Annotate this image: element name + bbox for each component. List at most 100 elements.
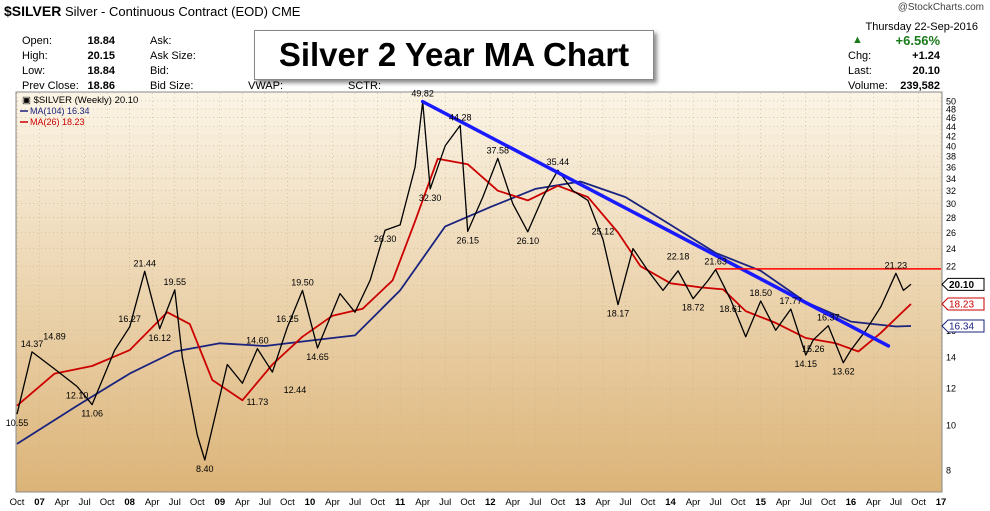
y-tick-label: 48 bbox=[946, 105, 956, 115]
x-tick-label: Apr bbox=[145, 497, 160, 508]
price-annotation: 19.55 bbox=[163, 277, 186, 287]
x-tick-label: Oct bbox=[731, 497, 746, 508]
x-tick-label: Oct bbox=[550, 497, 565, 508]
high-label: High: bbox=[22, 50, 48, 62]
x-tick-label: Apr bbox=[55, 497, 70, 508]
x-tick-label: 12 bbox=[485, 497, 496, 508]
y-tick-label: 28 bbox=[946, 213, 956, 223]
y-tick-label: 44 bbox=[946, 122, 956, 132]
price-annotation: 16.25 bbox=[276, 314, 299, 324]
bid-size-label: Bid Size: bbox=[150, 80, 194, 92]
exchange: CME bbox=[271, 4, 301, 19]
chart-date: Thursday 22-Sep-2016 bbox=[865, 21, 978, 33]
ask-size-label: Ask Size: bbox=[150, 50, 196, 62]
x-tick-label: Oct bbox=[100, 497, 115, 508]
x-tick-label: 14 bbox=[665, 497, 676, 508]
y-tick-label: 40 bbox=[946, 141, 956, 151]
y-tick-label: 50 bbox=[946, 96, 956, 106]
x-tick-label: Oct bbox=[641, 497, 656, 508]
y-tick-label: 36 bbox=[946, 163, 956, 173]
price-annotation: 26.30 bbox=[374, 234, 397, 244]
price-annotation: 16.37 bbox=[817, 313, 840, 323]
y-tick-label: 42 bbox=[946, 131, 956, 141]
x-tick-label: Oct bbox=[10, 497, 25, 508]
x-tick-label: Jul bbox=[710, 497, 722, 508]
x-tick-label: 08 bbox=[124, 497, 135, 508]
price-annotation: 16.12 bbox=[148, 333, 171, 343]
low-value: 18.84 bbox=[87, 65, 115, 77]
price-annotation: 22.18 bbox=[667, 252, 690, 262]
x-tick-label: Oct bbox=[280, 497, 295, 508]
x-tick-label: 11 bbox=[395, 497, 406, 508]
y-tick-label: 34 bbox=[946, 174, 956, 184]
price-annotation: 18.17 bbox=[607, 309, 630, 319]
x-tick-label: Jul bbox=[890, 497, 902, 508]
x-tick-label: 07 bbox=[34, 497, 45, 508]
price-tag: 18.23 bbox=[941, 297, 985, 311]
price-annotation: 49.82 bbox=[411, 89, 434, 99]
price-annotation: 14.65 bbox=[306, 352, 329, 362]
price-tag: 16.34 bbox=[941, 319, 985, 333]
price-tag-label: 20.10 bbox=[949, 280, 974, 291]
ma104-line bbox=[16, 180, 912, 445]
vwap-label: VWAP: bbox=[248, 80, 284, 92]
y-tick-label: 26 bbox=[946, 228, 956, 238]
x-tick-label: Jul bbox=[259, 497, 271, 508]
price-tag-label: 16.34 bbox=[949, 322, 974, 333]
y-tick-label: 10 bbox=[946, 420, 956, 430]
chart-header-title: $SILVER Silver - Continuous Contract (EO… bbox=[4, 3, 300, 19]
legend-label: ▣ $SILVER (Weekly) 20.10 bbox=[22, 95, 138, 106]
x-tick-label: Oct bbox=[911, 497, 926, 508]
y-tick-label: 38 bbox=[946, 152, 956, 162]
price-annotation: 11.06 bbox=[81, 409, 103, 419]
sctr-label: SCTR: bbox=[348, 80, 381, 92]
legend-label: MA(104) 16.34 bbox=[30, 106, 90, 116]
price-annotation: 44.28 bbox=[449, 112, 472, 122]
price-annotation: 8.40 bbox=[196, 464, 214, 474]
x-tick-label: 13 bbox=[575, 497, 586, 508]
volume-label: Volume: bbox=[848, 80, 888, 92]
open-label: Open: bbox=[22, 35, 52, 47]
symbol-description: Silver - Continuous Contract (EOD) bbox=[64, 4, 268, 19]
plot-area bbox=[15, 91, 943, 493]
y-tick-label: 32 bbox=[946, 186, 956, 196]
chg-value: +1.24 bbox=[912, 50, 940, 62]
symbol: $SILVER bbox=[4, 3, 62, 19]
y-tick-label: 8 bbox=[946, 465, 951, 475]
x-tick-label: 10 bbox=[305, 497, 316, 508]
x-tick-label: Oct bbox=[821, 497, 836, 508]
legend-label: MA(26) 18.23 bbox=[30, 117, 85, 127]
price-annotation: 25.12 bbox=[592, 226, 615, 236]
price-annotation: 37.58 bbox=[487, 145, 510, 155]
price-tag: 20.10 bbox=[941, 277, 985, 291]
x-tick-label: Jul bbox=[439, 497, 451, 508]
price-annotation: 21.44 bbox=[133, 258, 156, 268]
y-tick-label: 46 bbox=[946, 113, 956, 123]
low-label: Low: bbox=[22, 65, 46, 77]
price-annotation: 10.55 bbox=[6, 418, 29, 428]
chg-label: Chg: bbox=[848, 50, 872, 62]
price-annotation: 12.10 bbox=[66, 391, 89, 401]
price-annotation: 13.62 bbox=[832, 367, 855, 377]
price-tag-box bbox=[941, 319, 985, 333]
price-annotation: 14.89 bbox=[43, 332, 66, 342]
y-tick-label: 14 bbox=[946, 353, 956, 363]
price-annotation: 18.50 bbox=[749, 288, 772, 298]
price-tag-box bbox=[941, 277, 985, 291]
price-annotation: 19.50 bbox=[291, 277, 314, 287]
y-tick-label: 30 bbox=[946, 199, 956, 209]
x-tick-label: Apr bbox=[596, 497, 611, 508]
x-tick-label: Apr bbox=[776, 497, 791, 508]
ma26-line bbox=[16, 157, 912, 407]
price-annotation: 14.60 bbox=[246, 336, 269, 346]
change-percent: +6.56% bbox=[895, 33, 940, 48]
y-tick-label: 22 bbox=[946, 262, 956, 272]
prev-close-label: Prev Close: bbox=[22, 80, 79, 92]
price-annotation: 12.44 bbox=[284, 385, 307, 395]
x-tick-label: Jul bbox=[349, 497, 361, 508]
stockcharts-logo: @StockCharts.com bbox=[897, 2, 984, 13]
price-tag-box bbox=[941, 297, 985, 311]
price-series-line bbox=[16, 100, 912, 461]
